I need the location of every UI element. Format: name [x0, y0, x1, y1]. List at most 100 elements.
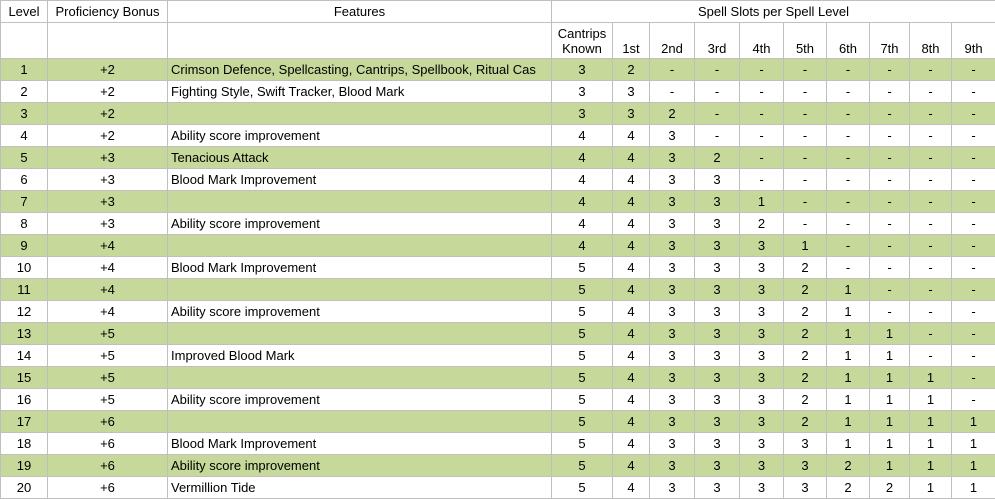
- spell-slot-cell: 1: [952, 433, 995, 455]
- spell-slot-cell: 4: [613, 125, 650, 147]
- spell-slot-cell: 2: [784, 257, 827, 279]
- spell-slot-cell: 2: [784, 411, 827, 433]
- spell-slot-cell: 3: [650, 477, 695, 499]
- spell-slot-cell: 4: [613, 323, 650, 345]
- level-cell: 5: [1, 147, 48, 169]
- spell-slot-cell: -: [952, 213, 995, 235]
- spell-slot-cell: 4: [613, 367, 650, 389]
- spell-slot-cell: -: [952, 235, 995, 257]
- cantrips-cell: 5: [552, 367, 613, 389]
- spell-slot-cell: 1: [827, 433, 870, 455]
- spell-slot-cell: -: [910, 169, 952, 191]
- features-cell: [168, 191, 552, 213]
- spell-slot-cell: 3: [650, 169, 695, 191]
- spell-slot-cell: -: [784, 191, 827, 213]
- spell-slot-cell: 4: [613, 389, 650, 411]
- cantrips-cell: 3: [552, 103, 613, 125]
- spell-slot-cell: 3: [695, 389, 740, 411]
- cantrips-cell: 4: [552, 235, 613, 257]
- proficiency-cell: +4: [48, 257, 168, 279]
- spell-slot-cell: 1: [910, 477, 952, 499]
- spell-slot-cell: 3: [650, 301, 695, 323]
- level-cell: 8: [1, 213, 48, 235]
- spell-slot-cell: 3: [740, 235, 784, 257]
- spell-slot-cell: 1: [910, 455, 952, 477]
- spell-slot-cell: -: [952, 345, 995, 367]
- spell-slot-cell: 1: [827, 345, 870, 367]
- slot-header-6th: 6th: [827, 23, 870, 59]
- proficiency-cell: +2: [48, 59, 168, 81]
- spell-slot-cell: -: [870, 279, 910, 301]
- spell-slot-cell: 4: [613, 169, 650, 191]
- features-cell: Blood Mark Improvement: [168, 433, 552, 455]
- spell-slot-cell: 4: [613, 257, 650, 279]
- cantrips-cell: 5: [552, 345, 613, 367]
- spell-slot-cell: -: [650, 81, 695, 103]
- features-cell: Vermillion Tide: [168, 477, 552, 499]
- spell-slot-cell: -: [695, 59, 740, 81]
- spell-slot-cell: 3: [650, 367, 695, 389]
- spell-slot-cell: -: [695, 103, 740, 125]
- spell-slot-cell: -: [910, 147, 952, 169]
- spell-slot-cell: 3: [613, 81, 650, 103]
- proficiency-cell: +3: [48, 213, 168, 235]
- spell-slot-cell: 4: [613, 411, 650, 433]
- spell-slot-cell: -: [952, 147, 995, 169]
- spell-slot-cell: -: [740, 147, 784, 169]
- features-cell: Blood Mark Improvement: [168, 169, 552, 191]
- spell-slot-cell: -: [695, 125, 740, 147]
- spell-slot-cell: -: [870, 103, 910, 125]
- spell-slot-cell: 2: [784, 323, 827, 345]
- spell-slot-cell: -: [740, 125, 784, 147]
- slot-header-4th: 4th: [740, 23, 784, 59]
- spell-slot-cell: 4: [613, 455, 650, 477]
- spell-slot-cell: 3: [695, 433, 740, 455]
- spell-slot-cell: 4: [613, 433, 650, 455]
- proficiency-cell: +3: [48, 191, 168, 213]
- spell-slot-cell: 1: [952, 477, 995, 499]
- spell-slot-cell: 1: [827, 301, 870, 323]
- features-header: Features: [168, 1, 552, 23]
- spell-slot-cell: 1: [910, 389, 952, 411]
- proficiency-cell: +5: [48, 345, 168, 367]
- spell-slot-cell: 4: [613, 191, 650, 213]
- spell-slot-cell: 3: [650, 125, 695, 147]
- spell-slot-cell: 4: [613, 279, 650, 301]
- features-cell: [168, 235, 552, 257]
- proficiency-cell: +5: [48, 367, 168, 389]
- spell-slot-cell: -: [784, 169, 827, 191]
- proficiency-cell: +4: [48, 279, 168, 301]
- spell-slot-cell: -: [952, 279, 995, 301]
- cantrips-cell: 5: [552, 279, 613, 301]
- level-cell: 4: [1, 125, 48, 147]
- level-cell: 20: [1, 477, 48, 499]
- proficiency-cell: +4: [48, 301, 168, 323]
- spell-slot-cell: 4: [613, 345, 650, 367]
- spell-slot-cell: 3: [740, 477, 784, 499]
- proficiency-cell: +5: [48, 323, 168, 345]
- spell-slot-cell: 4: [613, 235, 650, 257]
- features-cell: Ability score improvement: [168, 125, 552, 147]
- slot-header-7th: 7th: [870, 23, 910, 59]
- spell-slot-cell: 3: [784, 455, 827, 477]
- spell-slot-cell: 3: [784, 433, 827, 455]
- spell-slot-cell: -: [870, 81, 910, 103]
- level-cell: 13: [1, 323, 48, 345]
- spell-slot-cell: 4: [613, 301, 650, 323]
- spell-slot-cell: -: [827, 169, 870, 191]
- features-cell: Fighting Style, Swift Tracker, Blood Mar…: [168, 81, 552, 103]
- level-cell: 11: [1, 279, 48, 301]
- level-cell: 10: [1, 257, 48, 279]
- spell-slots-header: Spell Slots per Spell Level: [552, 1, 995, 23]
- level-header: Level: [1, 1, 48, 23]
- spell-slot-cell: 3: [650, 213, 695, 235]
- spell-slot-cell: 3: [740, 323, 784, 345]
- spell-slot-cell: -: [784, 59, 827, 81]
